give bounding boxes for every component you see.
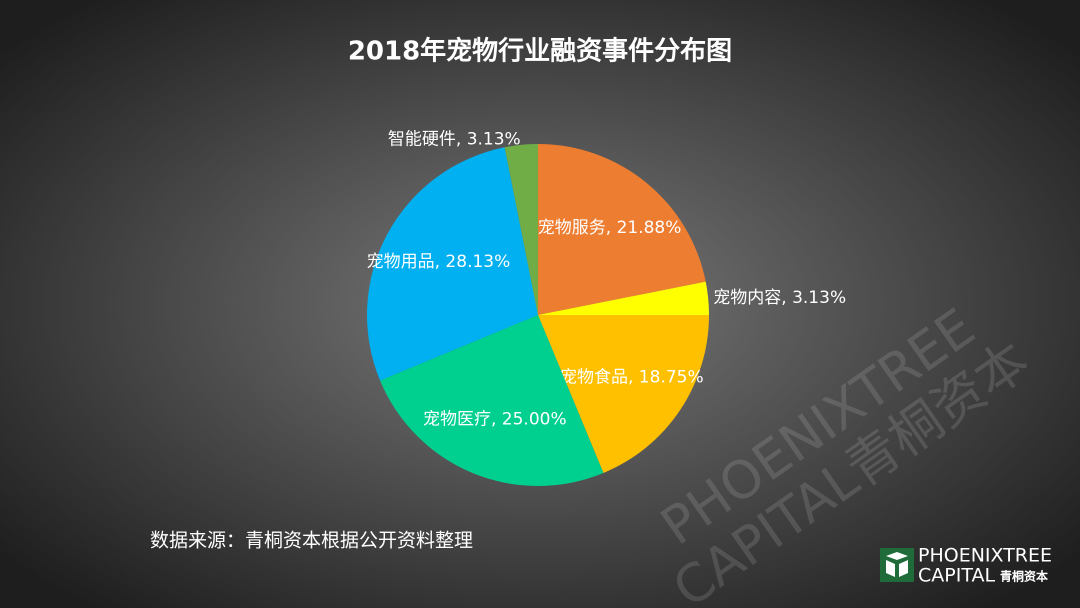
data-label: 智能硬件, 3.13% [388,130,521,150]
pie: 宠物服务, 21.88% 宠物内容, 3.13% 宠物食品, 18.75% 宠物医疗,… [367,130,846,486]
source-note: 数据来源：青桐资本根据公开资料整理 [150,530,473,552]
logo: PHOENIXTREE CAPITAL 青桐资本 [880,545,1052,587]
logo-text: PHOENIXTREE [918,545,1052,567]
data-label: 宠物医疗, 25.00% [423,409,567,429]
data-label: 宠物内容, 3.13% [713,288,846,308]
pie-slice [504,144,538,315]
data-label: 宠物食品, 18.75% [560,368,704,388]
pie-slice [380,315,604,486]
logo-text: 青桐资本 [1000,569,1048,584]
chart-title: 2018年宠物行业融资事件分布图 [348,36,732,67]
logo-icon-shape [886,552,908,577]
pie-slice [538,144,706,315]
data-label: 宠物服务, 21.88% [538,218,682,238]
pie-slice [538,315,709,473]
pie-slice [538,281,709,316]
logo-text: CAPITAL [918,565,995,587]
pie-slice [367,147,538,381]
data-label: 宠物用品, 28.13% [367,252,511,272]
